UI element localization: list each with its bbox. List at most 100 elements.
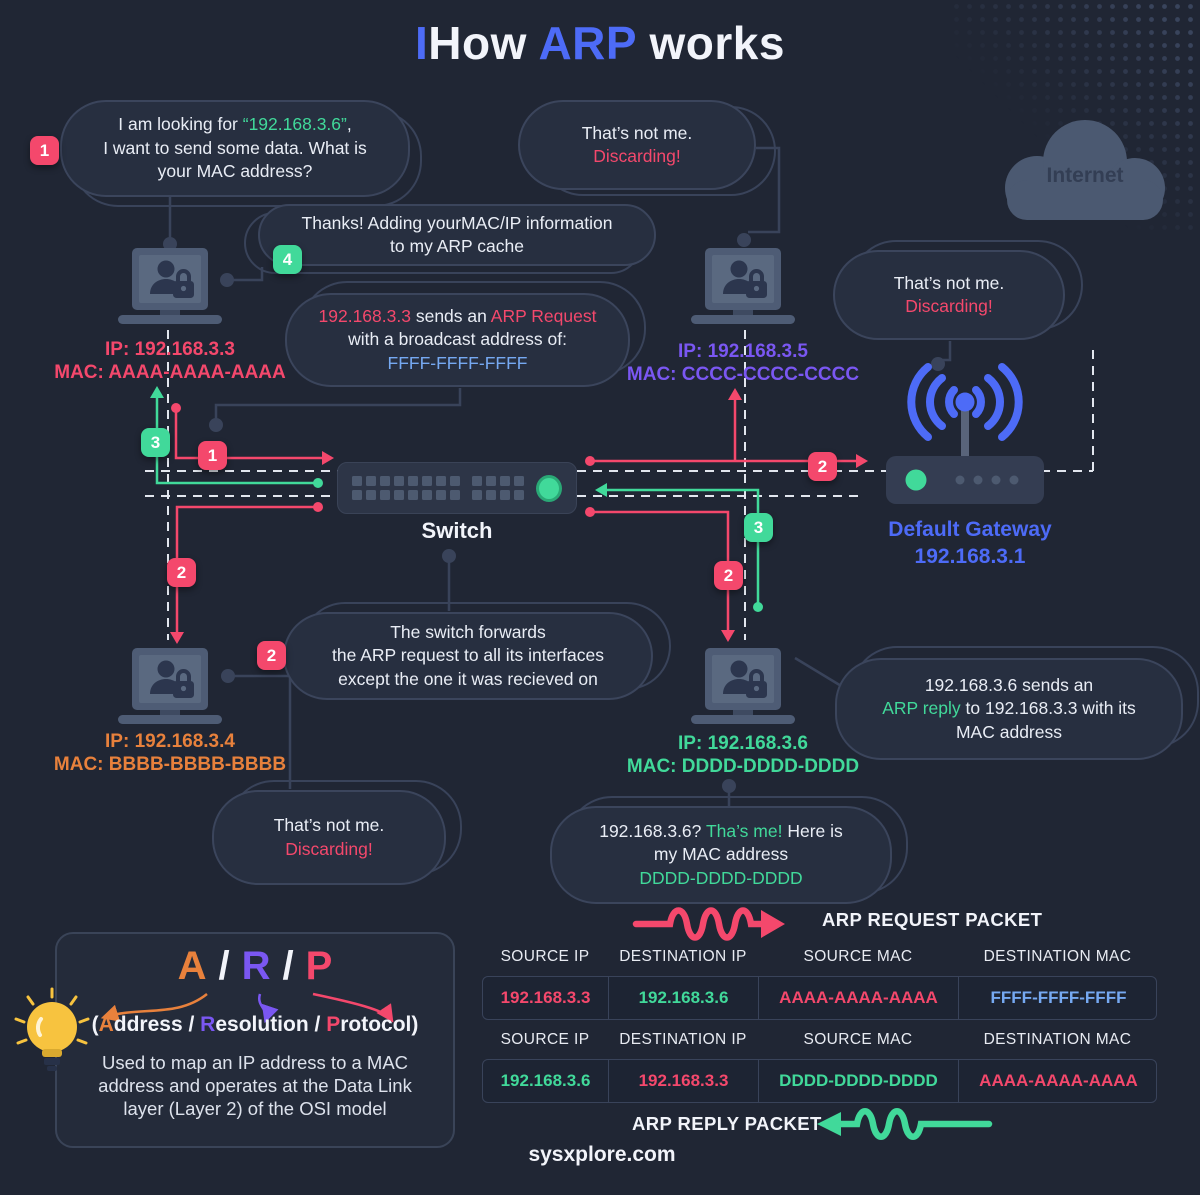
- table-cell: 192.168.3.3: [483, 977, 609, 1019]
- reply-squiggle-arrow-icon: [817, 1108, 993, 1140]
- gateway-name: Default Gateway: [888, 518, 1052, 541]
- discard-highlight: Discarding!: [905, 296, 993, 316]
- request-table-headers: SOURCE IP DESTINATION IP SOURCE MAC DEST…: [500, 948, 1132, 965]
- speech-bubble-thats-me: 192.168.3.6? Tha’s me! Here is my MAC ad…: [550, 806, 892, 904]
- host3-address-label: IP: 192.168.3.4 MAC: BBBB-BBBB-BBBB: [20, 730, 320, 776]
- table-cell: 192.168.3.6: [609, 977, 759, 1019]
- speech-bubble-arp-cache: Thanks! Adding yourMAC/IP information to…: [258, 204, 656, 266]
- step-badge-3-right: 3: [744, 513, 773, 542]
- connector-dots: [163, 233, 945, 793]
- speech-bubble-discard-gateway: That’s not me. Discarding!: [833, 250, 1065, 340]
- host2-ip: IP: 192.168.3.5: [678, 341, 808, 362]
- bubble-line: MAC address: [955, 721, 1062, 742]
- router-icon: [886, 363, 1044, 504]
- lightbulb-icon: [14, 987, 90, 1071]
- switch-ports: [472, 476, 524, 500]
- discard-highlight: Discarding!: [593, 146, 681, 166]
- table-cell: 192.168.3.6: [483, 1060, 609, 1102]
- bubble-line: That’s not me.: [581, 122, 693, 143]
- bubble-line: with a broadcast address of:: [348, 329, 567, 350]
- bubble-line: the ARP request to all its interfaces: [331, 645, 605, 666]
- arp-description: Used to map an IP address to a MAC addre…: [98, 1052, 412, 1119]
- bubble-line: 192.168.3.6 sends an: [924, 674, 1094, 695]
- host2-mac: MAC: CCCC-CCCC-CCCC: [626, 364, 860, 386]
- acronym-arrows: [100, 992, 394, 1024]
- switch-led: [536, 474, 562, 502]
- bubble-line: That’s not me.: [893, 272, 1005, 293]
- host3-ip: IP: 192.168.3.4: [105, 731, 235, 752]
- gateway-ip: 192.168.3.1: [914, 545, 1026, 569]
- host2-address-label: IP: 192.168.3.5 MAC: CCCC-CCCC-CCCC: [593, 340, 893, 386]
- arp-reply-paths: [155, 398, 760, 607]
- step-badge-2-gateway: 2: [808, 452, 837, 481]
- speech-bubble-switch-forward: The switch forwards the ARP request to a…: [283, 612, 653, 700]
- mac-highlight: DDDD-DDDD-DDDD: [639, 867, 803, 888]
- arp-request-packet-title: ARP REQUEST PACKET: [822, 909, 1043, 930]
- speech-bubble-lookup: I am looking for “192.168.3.6”, I want t…: [60, 100, 410, 197]
- bubble-line: to my ARP cache: [390, 236, 524, 256]
- speech-bubble-discard-host3: That’s not me. Discarding!: [212, 790, 446, 885]
- table-cell: 192.168.3.3: [609, 1060, 759, 1102]
- table-cell: DDDD-DDDD-DDDD: [759, 1060, 959, 1102]
- bubble-line: I want to send some data. What is: [103, 137, 367, 158]
- title-arp: ARP: [538, 17, 637, 69]
- host1-ip: IP: 192.168.3.3: [105, 339, 235, 360]
- host1-address-label: IP: 192.168.3.3 MAC: AAAA-AAAA-AAAA: [20, 338, 320, 384]
- laptop-icon-host1: [110, 246, 230, 332]
- arp-reply-markers: [150, 386, 763, 612]
- ip-highlight: 192.168.3.3: [318, 305, 411, 326]
- bubble-line: I am looking for “192.168.3.6”,: [118, 114, 352, 135]
- title-cursor: I: [415, 17, 429, 69]
- bubble-line: The switch forwards: [390, 621, 546, 642]
- table-cell: AAAA-AAAA-AAAA: [979, 1071, 1138, 1090]
- wifi-arcs: [907, 363, 1023, 441]
- page-title: IHow ARP works: [415, 17, 785, 69]
- arp-reply-highlight: ARP reply: [882, 698, 961, 719]
- bubble-line: That’s not me.: [273, 815, 385, 836]
- switch-icon: [337, 462, 577, 514]
- bubble-line: my MAC address: [653, 844, 789, 865]
- arp-expansion: (Address / Resolution / Protocol): [91, 1013, 419, 1036]
- speech-bubble-discard-host2: That’s not me. Discarding!: [518, 100, 756, 190]
- reply-table-values: 192.168.3.6 192.168.3.3 DDDD-DDDD-DDDD A…: [482, 1059, 1157, 1103]
- gateway-label: Default Gateway 192.168.3.1: [845, 516, 1095, 571]
- arp-request-markers: [170, 388, 868, 644]
- bubble-line: except the one it was recieved on: [338, 668, 598, 689]
- request-table-values: 192.168.3.3 192.168.3.6 AAAA-AAAA-AAAA F…: [482, 976, 1157, 1020]
- bubble-line: your MAC address?: [157, 161, 313, 182]
- arp-request-highlight: ARP Request: [490, 305, 597, 326]
- speech-bubble-arp-reply: 192.168.3.6 sends an ARP reply to 192.16…: [835, 658, 1183, 760]
- bubble-line: ARP reply to 192.168.3.3 with its: [882, 698, 1136, 719]
- brand-watermark: sysxplore.com: [528, 1143, 676, 1166]
- step-badge-3-left: 3: [141, 428, 170, 457]
- internet-cloud-icon: Internet: [985, 112, 1185, 238]
- request-squiggle-arrow-icon: [632, 907, 785, 941]
- ip-highlight: “192.168.3.6”: [242, 114, 347, 135]
- step-badge-2-left: 2: [167, 558, 196, 587]
- step-badge-2: 2: [257, 641, 286, 670]
- laptop-icon-host4: [683, 646, 803, 732]
- host4-address-label: IP: 192.168.3.6 MAC: DDDD-DDDD-DDDD: [593, 732, 893, 778]
- switch-ports: [352, 476, 460, 500]
- speech-bubble-broadcast: 192.168.3.3 sends an ARP Request with a …: [285, 293, 630, 387]
- reply-table-headers: SOURCE IP DESTINATION IP SOURCE MAC DEST…: [500, 1031, 1132, 1048]
- bubble-line: Thanks! Adding yourMAC/IP information: [301, 212, 613, 233]
- step-badge-4: 4: [273, 245, 302, 274]
- table-cell: FFFF-FFFF-FFFF: [990, 988, 1127, 1007]
- internet-label: Internet: [1046, 164, 1124, 187]
- host4-ip: IP: 192.168.3.6: [678, 733, 808, 754]
- table-cell: AAAA-AAAA-AAAA: [759, 977, 959, 1019]
- host1-mac: MAC: AAAA-AAAA-AAAA: [54, 362, 286, 384]
- step-badge-2-right: 2: [714, 561, 743, 590]
- thats-me-highlight: Tha’s me!: [705, 820, 783, 841]
- discard-highlight: Discarding!: [285, 838, 373, 859]
- bubble-line: 192.168.3.3 sends an ARP Request: [318, 305, 597, 326]
- arp-reply-packet-title: ARP REPLY PACKET: [632, 1113, 822, 1134]
- laptop-icon-host2: [683, 246, 803, 332]
- step-badge-1-left: 1: [198, 441, 227, 470]
- laptop-icon-host3: [110, 646, 230, 732]
- arp-acronym: A / R / P: [177, 944, 333, 988]
- bubble-line: 192.168.3.6? Tha’s me! Here is: [599, 820, 843, 841]
- step-badge-1: 1: [30, 136, 59, 165]
